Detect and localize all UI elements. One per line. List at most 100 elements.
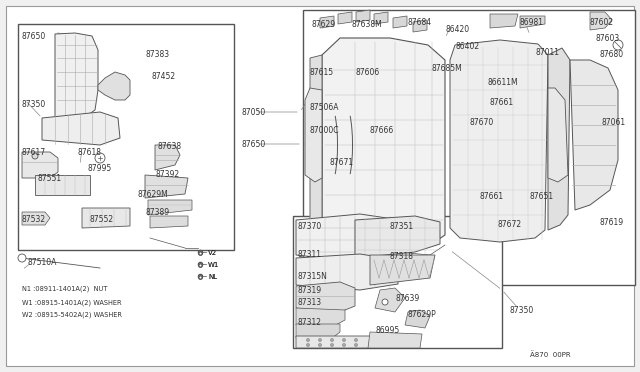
Polygon shape bbox=[375, 288, 405, 312]
Polygon shape bbox=[296, 308, 345, 328]
Text: 87050: 87050 bbox=[242, 108, 266, 117]
Ellipse shape bbox=[307, 339, 310, 341]
Ellipse shape bbox=[355, 343, 358, 346]
Text: 87680: 87680 bbox=[600, 50, 624, 59]
Text: 87551: 87551 bbox=[38, 174, 62, 183]
Polygon shape bbox=[590, 12, 612, 30]
Text: 86981: 86981 bbox=[520, 18, 544, 27]
Text: 87661: 87661 bbox=[480, 192, 504, 201]
Text: 87061: 87061 bbox=[602, 118, 626, 127]
Polygon shape bbox=[35, 175, 90, 195]
Text: 87638M: 87638M bbox=[352, 20, 383, 29]
Ellipse shape bbox=[319, 339, 321, 341]
Text: 87311: 87311 bbox=[298, 250, 322, 259]
Polygon shape bbox=[490, 14, 518, 28]
Ellipse shape bbox=[319, 343, 321, 346]
Text: 87351: 87351 bbox=[390, 222, 414, 231]
Polygon shape bbox=[296, 282, 355, 312]
Polygon shape bbox=[356, 10, 370, 22]
Text: 87606: 87606 bbox=[355, 68, 380, 77]
Text: 87666: 87666 bbox=[370, 126, 394, 135]
Text: 87552: 87552 bbox=[90, 215, 114, 224]
Text: N1 :08911-1401A(2)  NUT: N1 :08911-1401A(2) NUT bbox=[22, 286, 108, 292]
Polygon shape bbox=[370, 255, 435, 285]
Text: W1: W1 bbox=[208, 262, 220, 268]
Text: 87995: 87995 bbox=[88, 164, 112, 173]
Text: W2 :08915-5402A(2) WASHER: W2 :08915-5402A(2) WASHER bbox=[22, 312, 122, 318]
Polygon shape bbox=[374, 12, 388, 24]
Text: 87318: 87318 bbox=[390, 252, 414, 261]
Ellipse shape bbox=[32, 153, 38, 159]
Text: V2: V2 bbox=[208, 250, 217, 256]
Text: 87011: 87011 bbox=[535, 48, 559, 57]
Text: 86995: 86995 bbox=[375, 326, 399, 335]
Ellipse shape bbox=[95, 153, 105, 163]
Text: 87650: 87650 bbox=[22, 32, 46, 41]
Text: Ä870  00PR: Ä870 00PR bbox=[530, 351, 571, 358]
Polygon shape bbox=[355, 216, 440, 258]
Polygon shape bbox=[413, 20, 427, 32]
Text: 87671: 87671 bbox=[330, 158, 354, 167]
Polygon shape bbox=[155, 145, 180, 170]
Bar bbox=[303, 10, 635, 285]
Text: 87619: 87619 bbox=[600, 218, 624, 227]
Text: 87685M: 87685M bbox=[432, 64, 463, 73]
Polygon shape bbox=[42, 112, 120, 145]
Ellipse shape bbox=[18, 254, 26, 262]
Text: NL: NL bbox=[208, 274, 217, 280]
Polygon shape bbox=[320, 16, 334, 28]
Polygon shape bbox=[148, 200, 192, 215]
Text: 86420: 86420 bbox=[445, 25, 469, 34]
Text: 87000C: 87000C bbox=[310, 126, 339, 135]
Text: 87315N: 87315N bbox=[298, 272, 328, 281]
Text: 87532: 87532 bbox=[22, 215, 46, 224]
Text: 87350: 87350 bbox=[22, 100, 46, 109]
Text: 87452: 87452 bbox=[152, 72, 176, 81]
Polygon shape bbox=[548, 88, 568, 182]
Ellipse shape bbox=[330, 339, 333, 341]
Polygon shape bbox=[305, 88, 322, 182]
Polygon shape bbox=[22, 152, 58, 178]
Ellipse shape bbox=[342, 343, 346, 346]
Polygon shape bbox=[368, 332, 422, 348]
Text: 87615: 87615 bbox=[310, 68, 334, 77]
Polygon shape bbox=[393, 16, 407, 28]
Bar bbox=[293, 216, 502, 348]
Polygon shape bbox=[296, 336, 372, 348]
Ellipse shape bbox=[613, 40, 623, 50]
Text: 87510A: 87510A bbox=[28, 258, 58, 267]
Polygon shape bbox=[520, 16, 545, 28]
Polygon shape bbox=[296, 214, 400, 262]
Text: 87506A: 87506A bbox=[310, 103, 339, 112]
Ellipse shape bbox=[355, 339, 358, 341]
Polygon shape bbox=[82, 208, 130, 228]
Text: 87618: 87618 bbox=[78, 148, 102, 157]
Polygon shape bbox=[150, 216, 188, 228]
Text: W1 :08915-1401A(2) WASHER: W1 :08915-1401A(2) WASHER bbox=[22, 299, 122, 305]
Text: 87383: 87383 bbox=[145, 50, 169, 59]
Ellipse shape bbox=[307, 343, 310, 346]
Polygon shape bbox=[322, 38, 445, 248]
Bar bbox=[18, 24, 234, 250]
Text: 87312: 87312 bbox=[298, 318, 322, 327]
Text: 87684: 87684 bbox=[408, 18, 432, 27]
Polygon shape bbox=[405, 310, 430, 328]
Text: 87661: 87661 bbox=[490, 98, 514, 107]
Polygon shape bbox=[310, 55, 322, 230]
Text: 87350: 87350 bbox=[510, 306, 534, 315]
Polygon shape bbox=[548, 48, 570, 230]
Polygon shape bbox=[22, 212, 50, 225]
Text: 87670: 87670 bbox=[470, 118, 494, 127]
Ellipse shape bbox=[342, 339, 346, 341]
Text: 87651: 87651 bbox=[530, 192, 554, 201]
Polygon shape bbox=[55, 33, 98, 120]
Text: 86611M: 86611M bbox=[488, 78, 518, 87]
Text: 87650: 87650 bbox=[242, 140, 266, 149]
Text: 87319: 87319 bbox=[298, 286, 322, 295]
Text: 87370: 87370 bbox=[298, 222, 323, 231]
Text: 87672: 87672 bbox=[498, 220, 522, 229]
Text: 87639: 87639 bbox=[395, 294, 419, 303]
Ellipse shape bbox=[382, 299, 388, 305]
Text: 87629P: 87629P bbox=[408, 310, 436, 319]
Text: NL: NL bbox=[208, 274, 217, 280]
